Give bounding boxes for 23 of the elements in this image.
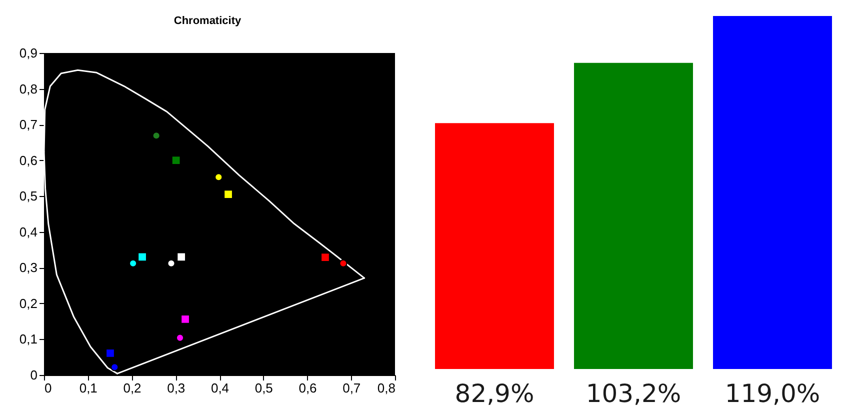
- x-tick-label: 0,1: [79, 380, 98, 396]
- chart-title: Chromaticity: [174, 15, 242, 27]
- y-tick-label: 0,5: [19, 188, 38, 204]
- data-label: 103,2%: [586, 379, 682, 408]
- y-tick-label: 0,1: [19, 332, 38, 347]
- data-label: 119,0%: [724, 379, 820, 408]
- y-tick-label: 0,6: [19, 152, 38, 168]
- x-tick-label: 0,8: [377, 380, 396, 396]
- y-tick-label: 0,7: [19, 117, 38, 132]
- y-tick-label: 0: [30, 368, 38, 382]
- y-tick-label: 0,3: [19, 260, 38, 276]
- y-tick-label: 0,2: [19, 296, 38, 311]
- x-tick-label: 0: [44, 380, 52, 396]
- y-tick-label: 0,4: [19, 224, 38, 240]
- y-tick-label: 0,8: [19, 81, 38, 96]
- x-tick-label: 0,5: [254, 380, 273, 396]
- x-tick-label: 0,3: [167, 380, 186, 396]
- x-tick-label: 0,4: [210, 380, 230, 396]
- y-tick-label: 0,9: [19, 46, 38, 60]
- x-tick-label: 0,2: [123, 380, 142, 396]
- x-tick-label: 0,7: [342, 380, 361, 396]
- data-label: 82,9%: [454, 379, 534, 408]
- x-tick-label: 0,6: [298, 380, 317, 396]
